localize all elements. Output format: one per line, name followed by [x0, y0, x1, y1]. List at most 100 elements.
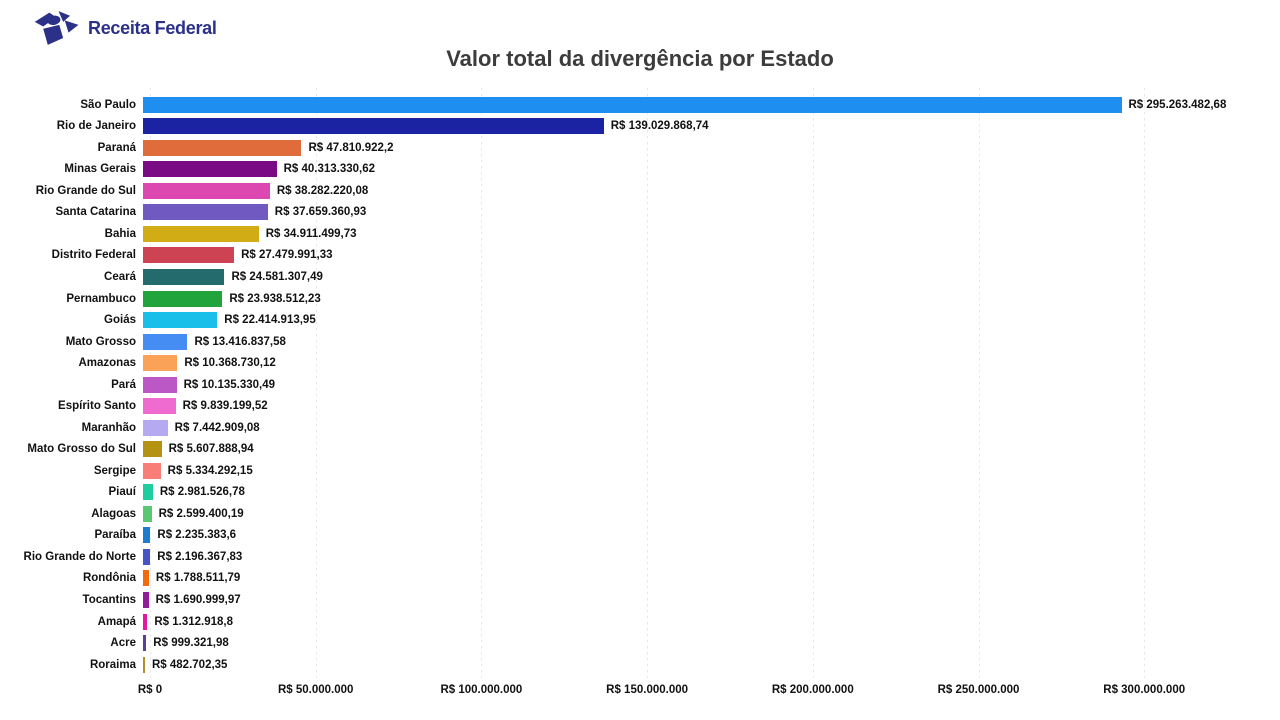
- value-label: R$ 295.263.482,68: [1128, 98, 1227, 111]
- category-label: Rondônia: [82, 572, 136, 585]
- x-axis-tick-label: R$ 300.000.000: [1103, 684, 1186, 696]
- bar-paraná[interactable]: [143, 139, 302, 156]
- bar-row: Paraíba R$ 2.235.383,6: [0, 525, 1280, 547]
- bar-ceará[interactable]: [143, 269, 225, 286]
- x-axis-tick-label: R$ 150.000.000: [606, 684, 689, 696]
- value-label: R$ 2.235.383,6: [157, 529, 237, 542]
- bar-row: Rio Grande do Sul R$ 38.282.220,08: [0, 180, 1280, 202]
- x-axis: R$ 0 R$ 50.000.000 R$ 100.000.000 R$ 150.00…: [0, 684, 1280, 704]
- bar-row: Goiás R$ 22.414.913,95: [0, 309, 1280, 331]
- category-label: Acre: [110, 637, 136, 650]
- bar-sergipe[interactable]: [143, 462, 161, 479]
- bar-row: Santa Catarina R$ 37.659.360,93: [0, 202, 1280, 224]
- bar-row: Espírito Santo R$ 9.839.199,52: [0, 395, 1280, 417]
- bar-tocantins[interactable]: [143, 591, 149, 608]
- bar-rondônia[interactable]: [143, 570, 149, 587]
- category-label: São Paulo: [80, 98, 136, 111]
- bar-row: Maranhão R$ 7.442.909,08: [0, 417, 1280, 439]
- bar-row: Piauí R$ 2.981.526,78: [0, 482, 1280, 504]
- bar-rio-grande-do-norte[interactable]: [143, 548, 151, 565]
- bar-row: Rondônia R$ 1.788.511,79: [0, 568, 1280, 590]
- bar-row: Roraima R$ 482.702,35: [0, 654, 1280, 676]
- value-label: R$ 1.312.918,8: [154, 615, 233, 628]
- bar-são-paulo[interactable]: [143, 96, 1122, 113]
- value-label: R$ 9.839.199,52: [182, 400, 268, 413]
- bar-rio-grande-do-sul[interactable]: [143, 182, 270, 199]
- value-label: R$ 139.029.868,74: [610, 120, 709, 133]
- value-label: R$ 1.690.999,97: [155, 593, 241, 606]
- bar-alagoas[interactable]: [143, 505, 152, 522]
- value-label: R$ 10.368.730,12: [184, 357, 276, 370]
- bar-pará[interactable]: [143, 376, 177, 393]
- value-label: R$ 37.659.360,93: [274, 206, 367, 219]
- bar-amazonas[interactable]: [143, 355, 178, 372]
- x-axis-tick-label: R$ 250.000.000: [937, 684, 1020, 696]
- bar-bahia[interactable]: [143, 225, 259, 242]
- bar-row: Amapá R$ 1.312.918,8: [0, 611, 1280, 633]
- category-label: Sergipe: [93, 464, 136, 477]
- bar-row: Amazonas R$ 10.368.730,12: [0, 352, 1280, 374]
- bar-santa-catarina[interactable]: [143, 204, 268, 221]
- x-axis-tick-label: R$ 100.000.000: [440, 684, 523, 696]
- bar-row: Bahia R$ 34.911.499,73: [0, 223, 1280, 245]
- category-label: Piauí: [108, 486, 136, 499]
- x-axis-tick-label: R$ 200.000.000: [771, 684, 854, 696]
- bar-row: São Paulo R$ 295.263.482,68: [0, 94, 1280, 116]
- value-label: R$ 5.607.888,94: [168, 443, 254, 456]
- bar-minas-gerais[interactable]: [143, 161, 277, 178]
- value-label: R$ 1.788.511,79: [155, 572, 241, 585]
- bar-amapá[interactable]: [143, 613, 148, 630]
- category-label: Tocantins: [82, 593, 136, 606]
- category-label: Rio de Janeiro: [56, 120, 136, 133]
- bar-distrito-federal[interactable]: [143, 247, 235, 264]
- receita-federal-logo: Receita Federal: [34, 8, 217, 48]
- bar-row: Tocantins R$ 1.690.999,97: [0, 589, 1280, 611]
- value-label: R$ 27.479.991,33: [241, 249, 333, 262]
- bar-row: Alagoas R$ 2.599.400,19: [0, 503, 1280, 525]
- chart-title: Valor total da divergência por Estado: [446, 46, 834, 71]
- category-label: Paraíba: [94, 529, 136, 542]
- bar-acre[interactable]: [143, 635, 147, 652]
- value-label: R$ 47.810.922,2: [308, 141, 394, 154]
- category-label: Amapá: [97, 615, 136, 628]
- bar-row: Rio de Janeiro R$ 139.029.868,74: [0, 116, 1280, 138]
- bar-row: Distrito Federal R$ 27.479.991,33: [0, 245, 1280, 267]
- bar-maranhão[interactable]: [143, 419, 168, 436]
- bar-row: Acre R$ 999.321,98: [0, 632, 1280, 654]
- bar-row: Rio Grande do Norte R$ 2.196.367,83: [0, 546, 1280, 568]
- value-label: R$ 40.313.330,62: [283, 163, 376, 176]
- bar-row: Mato Grosso R$ 13.416.837,58: [0, 331, 1280, 353]
- value-label: R$ 2.981.526,78: [159, 486, 245, 499]
- value-label: R$ 34.911.499,73: [265, 227, 357, 240]
- chart-rows: São Paulo R$ 295.263.482,68 Rio de Janeiro…: [0, 94, 1280, 675]
- value-label: R$ 22.414.913,95: [224, 314, 316, 327]
- bar-row: Pará R$ 10.135.330,49: [0, 374, 1280, 396]
- bar-goiás[interactable]: [143, 312, 218, 329]
- receita-federal-logo-icon: [34, 11, 79, 45]
- bar-piauí[interactable]: [143, 484, 153, 501]
- category-label: Pernambuco: [66, 292, 136, 305]
- value-label: R$ 24.581.307,49: [231, 271, 323, 284]
- x-axis-tick-label: R$ 50.000.000: [277, 684, 354, 696]
- bar-rio-de-janeiro[interactable]: [143, 118, 604, 135]
- category-label: Ceará: [104, 271, 136, 284]
- category-label: Minas Gerais: [64, 163, 136, 176]
- bar-paraíba[interactable]: [143, 527, 151, 544]
- value-label: R$ 5.334.292,15: [167, 464, 253, 477]
- category-label: Santa Catarina: [55, 206, 136, 219]
- bar-pernambuco[interactable]: [143, 290, 223, 307]
- value-label: R$ 23.938.512,23: [229, 292, 321, 305]
- category-label: Amazonas: [78, 357, 136, 370]
- bar-roraima[interactable]: [143, 656, 145, 673]
- bar-mato-grosso-do-sul[interactable]: [143, 441, 162, 458]
- category-label: Mato Grosso do Sul: [27, 443, 136, 456]
- bar-row: Mato Grosso do Sul R$ 5.607.888,94: [0, 439, 1280, 461]
- bar-row: Pernambuco R$ 23.938.512,23: [0, 288, 1280, 310]
- value-label: R$ 7.442.909,08: [174, 421, 260, 434]
- value-label: R$ 2.196.367,83: [157, 550, 243, 563]
- value-label: R$ 999.321,98: [153, 637, 229, 650]
- bar-mato-grosso[interactable]: [143, 333, 188, 350]
- bar-espírito-santo[interactable]: [143, 398, 176, 415]
- bar-row: Sergipe R$ 5.334.292,15: [0, 460, 1280, 482]
- category-label: Goiás: [104, 314, 136, 327]
